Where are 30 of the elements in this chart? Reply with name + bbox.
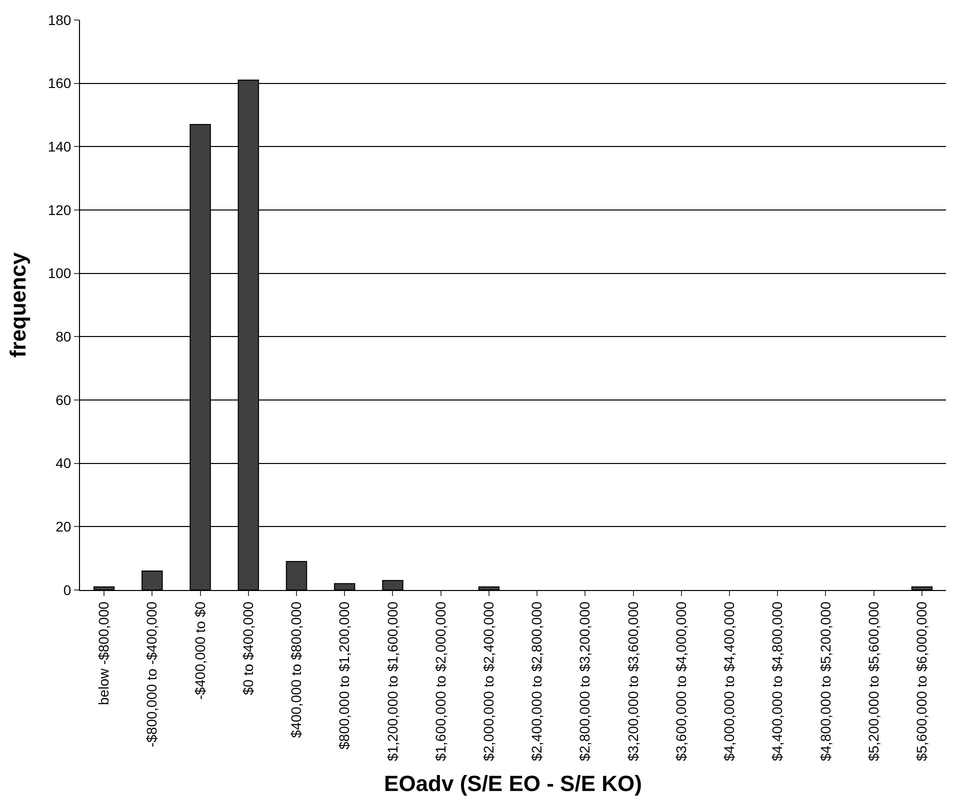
x-tick-label: $2,000,000 to $2,400,000: [480, 601, 496, 762]
x-tick-label: $5,600,000 to $6,000,000: [913, 601, 930, 762]
x-tick-label: $2,400,000 to $2,800,000: [528, 601, 545, 762]
x-tick-label: $2,800,000 to $3,200,000: [576, 601, 593, 762]
x-tick-label: $4,400,000 to $4,800,000: [769, 601, 786, 762]
y-tick-label: 0: [63, 582, 72, 598]
x-tick-label: $3,600,000 to $4,000,000: [672, 601, 689, 762]
x-tick-label: $0 to $400,000: [240, 601, 256, 696]
x-tick-label: $3,200,000 to $3,600,000: [624, 601, 641, 762]
y-tick-label: 60: [56, 392, 72, 408]
x-tick-label: $800,000 to $1,200,000: [336, 601, 352, 750]
x-tick-label: $4,800,000 to $5,200,000: [817, 601, 834, 762]
x-tick-label: $400,000 to $800,000: [288, 601, 304, 738]
y-tick-label: 180: [48, 12, 72, 28]
x-tick-label: $1,200,000 to $1,600,000: [384, 601, 400, 762]
y-tick-label: 140: [48, 138, 72, 155]
y-tick-label: 160: [48, 75, 72, 92]
y-tick-label: 20: [56, 518, 72, 535]
y-axis-title: frequency: [6, 252, 31, 358]
y-tick-label: 80: [56, 328, 72, 345]
x-tick-label: below -$800,000: [96, 601, 112, 706]
y-tick-label: 120: [48, 202, 72, 218]
y-tick-label: 40: [56, 455, 72, 472]
x-tick-label: -$800,000 to -$400,000: [144, 601, 160, 748]
x-tick-label: -$400,000 to $0: [192, 601, 208, 700]
x-tick-label: $5,200,000 to $5,600,000: [865, 601, 882, 762]
x-tick-label: $4,000,000 to $4,400,000: [721, 601, 738, 762]
x-tick-label: $1,600,000 to $2,000,000: [432, 601, 448, 762]
x-axis-title: EOadv (S/E EO - S/E KO): [384, 771, 642, 796]
y-tick-label: 100: [48, 265, 72, 282]
